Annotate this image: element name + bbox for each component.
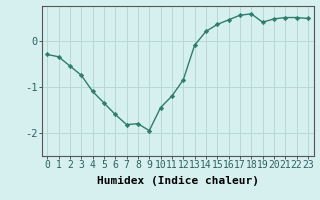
X-axis label: Humidex (Indice chaleur): Humidex (Indice chaleur): [97, 176, 259, 186]
